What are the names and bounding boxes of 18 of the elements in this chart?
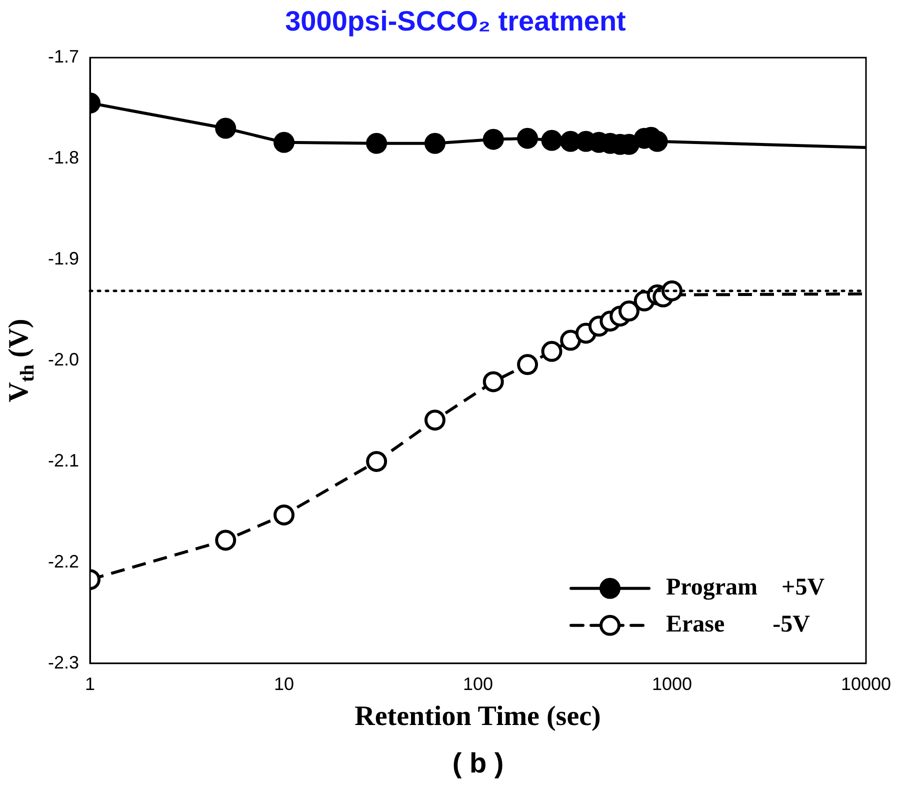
- x-axis-title: Retention Time (sec): [354, 701, 601, 732]
- y-tick-label: -2.1: [48, 450, 80, 470]
- y-tick-label: -1.7: [48, 46, 80, 67]
- y-tick-label: -2.0: [48, 349, 80, 370]
- x-tick-label: 100: [462, 674, 494, 694]
- x-tick-label: 10000: [840, 674, 892, 694]
- x-tick-label: 1000: [652, 674, 692, 694]
- chart-title: 3000psi-SCCO₂ treatment: [285, 6, 626, 37]
- x-tick-label: 10: [274, 674, 294, 694]
- legend-label: Program +5V: [666, 574, 826, 601]
- y-tick-label: -1.8: [48, 148, 80, 168]
- y-tick-label: -2.3: [48, 652, 80, 672]
- y-axis-title: Vth (V): [3, 318, 38, 402]
- legend-label: Erase -5V: [666, 612, 811, 638]
- x-tick-label: 1: [85, 674, 96, 694]
- text: ( b ): [452, 748, 504, 779]
- y-tick-label: -2.2: [48, 551, 80, 572]
- y-tick-label: -1.9: [48, 248, 80, 268]
